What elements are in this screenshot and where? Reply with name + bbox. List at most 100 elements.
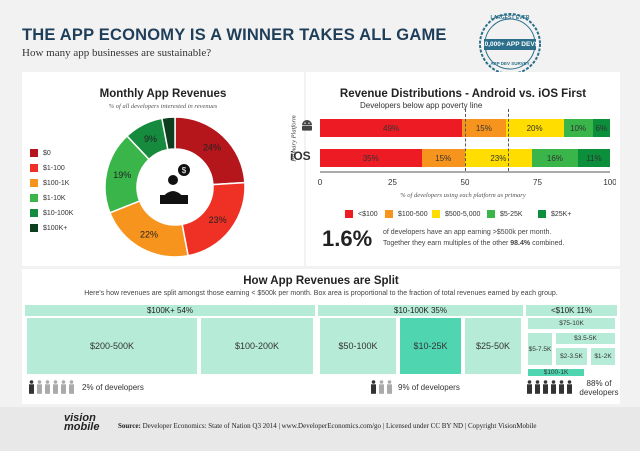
legend-swatch (30, 194, 38, 202)
block-2-3-5k: $2-3.5K (554, 346, 589, 367)
block-50-100k: $50-100K (318, 316, 398, 376)
x-tick-3: 75 (533, 178, 542, 187)
legend-text: $100-500 (398, 210, 428, 218)
revenue-distribution-panel (306, 72, 620, 266)
revenue-split-note: Here's how revenues are split amongst th… (84, 290, 558, 297)
person-icon (371, 380, 376, 394)
ios-label: iOS (290, 149, 311, 163)
block-100-1k: $100-1K (526, 367, 586, 378)
person-icon (527, 380, 532, 394)
person-icon (29, 380, 34, 394)
ios-bar-row: 35% 15% 23% 16% 11% (320, 149, 610, 167)
person-icon (567, 380, 572, 394)
donut-label-0: 24% (203, 143, 221, 153)
revenue-split-title: How App Revenues are Split (243, 275, 399, 287)
poverty-line-ios (508, 109, 509, 171)
monthly-revenues-note: % of all developers interested in revenu… (108, 103, 218, 110)
stat-value: 1.6% (322, 226, 373, 251)
svg-text:$: $ (182, 166, 187, 175)
legend-swatch (432, 210, 440, 218)
monthly-revenues-donut: 24% 23% 22% 19% 9% (104, 116, 246, 258)
block-100-200k: $100-200K (199, 316, 315, 376)
person-icon (45, 380, 50, 394)
android-icon (302, 120, 312, 131)
distribution-legend-item-1: $100-500 (385, 209, 428, 219)
person-icon (559, 380, 564, 394)
legend-text: $25K+ (551, 210, 572, 218)
donut-label-3: 19% (113, 170, 131, 180)
page-title: THE APP ECONOMY IS A WINNER TAKES ALL GA… (22, 26, 447, 44)
donut-label-4: 9% (144, 134, 157, 144)
x-tick-0: 0 (318, 178, 323, 187)
person-icon (543, 380, 548, 394)
devs-share-100k: 2% of developers (82, 383, 144, 392)
group-header-100k: $100K+ 54% (25, 305, 315, 316)
bar-segment-1-3: 16% (531, 149, 579, 167)
block-1-2k: $1-2K (589, 346, 617, 367)
group-header-10-100k: $10-100K 35% (318, 305, 523, 316)
seal-bottom-text: APP DEV SURVEY (490, 61, 530, 66)
bar-segment-0-0: 49% (320, 119, 463, 137)
android-bar-row: 49% 15% 20% 10% 6% (320, 119, 610, 137)
legend-swatch (487, 210, 495, 218)
person-icon (535, 380, 540, 394)
distribution-legend-item-3: $5-25K (487, 209, 523, 219)
person-icon (53, 380, 58, 394)
stat-text-line-1: of developers have an app earning >$500k… (383, 229, 552, 236)
bar-segment-1-2: 23% (465, 149, 532, 167)
legend-item-1: $1-100 (30, 163, 65, 173)
group-header-under-10k: <$10K 11% (526, 305, 617, 316)
page-subtitle: How many app businesses are sustainable? (22, 47, 212, 59)
x-tick-1: 25 (388, 178, 397, 187)
x-tick-2: 50 (461, 178, 470, 187)
x-tick-4: 100 (603, 178, 616, 187)
bar-segment-1-0: 35% (320, 149, 422, 167)
block-3-5-5k: $3.5-5K (554, 331, 617, 346)
legend-swatch (30, 149, 38, 157)
bar-segment-0-4: 6% (592, 119, 610, 137)
donut-slice-5 (161, 116, 176, 151)
block-10-25k: $10-25K (398, 316, 463, 376)
legend-item-4: $10-100K (30, 208, 73, 218)
visionmobile-logo: vision mobile (64, 412, 100, 433)
seal-top-text: LARGEST EVER (490, 15, 530, 21)
distribution-legend-item-0: <$100 (345, 209, 378, 219)
legend-item-2: $100-1K (30, 178, 69, 188)
distribution-x-note: % of developers using each platform as p… (400, 192, 526, 199)
block-200-500k: $200-500K (25, 316, 199, 376)
legend-swatch (538, 210, 546, 218)
distribution-legend-item-4: $25K+ (538, 209, 571, 219)
block-75-10k: $75-10K (526, 316, 617, 331)
block-5-7-5k: $5-7.5K (526, 331, 554, 367)
bar-segment-0-1: 15% (462, 119, 506, 137)
legend-item-5: $100K+ (30, 223, 67, 233)
legend-item-3: $1-10K (30, 193, 66, 203)
person-icon (69, 380, 74, 394)
bar-segment-1-4: 11% (578, 149, 610, 167)
distribution-x-axis: 0 25 50 75 100 (318, 171, 616, 187)
legend-swatch (345, 210, 353, 218)
devs-share-10-100k: 9% of developers (398, 383, 460, 392)
person-icon (37, 380, 42, 394)
revenue-distribution-title: Revenue Distributions - Android vs. iOS … (339, 88, 587, 100)
monthly-revenues-title: Monthly App Revenues (99, 88, 227, 100)
poverty-line-label: Developers below app poverty line (360, 101, 483, 110)
legend-swatch (30, 179, 38, 187)
legend-swatch (30, 164, 38, 172)
bar-segment-0-2: 20% (505, 119, 564, 137)
legend-text: $500-5,000 (445, 210, 481, 218)
person-icon (551, 380, 556, 394)
person-icon (387, 380, 392, 394)
bar-segment-0-3: 10% (563, 119, 593, 137)
legend-swatch (30, 224, 38, 232)
legend-item-0: $0 (30, 148, 51, 158)
footer-bar (0, 407, 640, 451)
legend-text: <$100 (358, 210, 378, 218)
developer-icon: $ (154, 163, 196, 205)
person-icon (379, 380, 384, 394)
bar-segment-1-1: 15% (421, 149, 465, 167)
seal-main-text: 10,000+ APP DEVS (481, 41, 539, 48)
poverty-line (465, 109, 466, 171)
block-25-50k: $25-50K (463, 316, 523, 376)
